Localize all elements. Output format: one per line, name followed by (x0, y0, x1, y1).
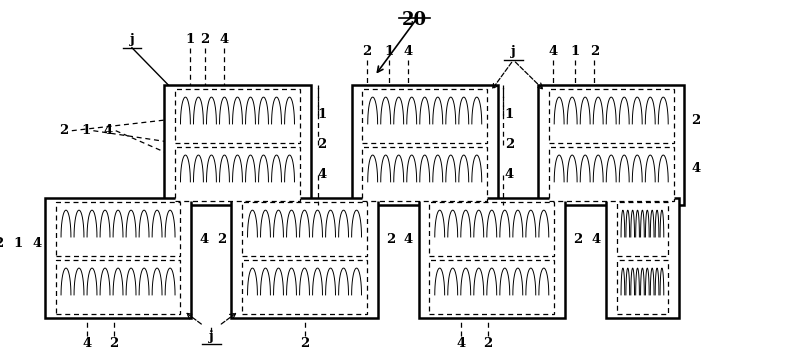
Text: 1: 1 (570, 45, 580, 58)
Bar (56, 260, 181, 314)
Bar (175, 147, 300, 201)
Text: 4: 4 (456, 337, 466, 350)
Text: 2: 2 (300, 337, 309, 350)
Text: 2: 2 (110, 337, 119, 350)
Bar (164, 85, 310, 205)
Text: 4: 4 (103, 124, 113, 137)
Text: 2: 2 (691, 114, 701, 127)
Text: 1: 1 (14, 237, 22, 250)
Text: 2: 2 (218, 233, 226, 246)
Text: 4: 4 (318, 169, 327, 181)
Text: j: j (209, 330, 214, 343)
Bar (430, 260, 554, 314)
Bar (617, 260, 668, 314)
Bar (549, 147, 674, 201)
Text: 4: 4 (404, 233, 413, 246)
Bar (56, 202, 181, 256)
Text: 4: 4 (691, 162, 701, 175)
Bar (242, 260, 367, 314)
Text: 2: 2 (318, 138, 327, 152)
Bar (549, 89, 674, 143)
Text: 2: 2 (0, 237, 3, 250)
Text: 2: 2 (574, 233, 582, 246)
Bar (45, 198, 191, 318)
Text: 4: 4 (82, 337, 92, 350)
Bar (617, 202, 668, 256)
Bar (362, 147, 487, 201)
Text: 2: 2 (59, 124, 69, 137)
Bar (242, 202, 367, 256)
Text: 4: 4 (220, 33, 229, 46)
Bar (430, 202, 554, 256)
Text: 4: 4 (33, 237, 42, 250)
Text: 2: 2 (362, 45, 371, 58)
Text: 2: 2 (505, 138, 514, 152)
Text: 4: 4 (403, 45, 413, 58)
Text: 4: 4 (591, 233, 601, 246)
Text: 2: 2 (386, 233, 395, 246)
Bar (175, 89, 300, 143)
Bar (606, 198, 679, 318)
Text: 2: 2 (483, 337, 493, 350)
Text: 2: 2 (590, 45, 599, 58)
Text: 1: 1 (318, 108, 327, 121)
Text: 4: 4 (200, 233, 209, 246)
Text: 1: 1 (384, 45, 393, 58)
Bar (362, 89, 487, 143)
Text: 1: 1 (505, 108, 514, 121)
Bar (538, 85, 685, 205)
Bar (231, 198, 378, 318)
Text: 1: 1 (185, 33, 194, 46)
Text: j: j (511, 45, 516, 58)
Text: 1: 1 (81, 124, 90, 137)
Bar (418, 198, 565, 318)
Text: 4: 4 (505, 169, 514, 181)
Text: 2: 2 (201, 33, 210, 46)
Text: 4: 4 (549, 45, 558, 58)
Text: 20: 20 (402, 11, 427, 29)
Bar (351, 85, 498, 205)
Text: j: j (130, 33, 134, 46)
